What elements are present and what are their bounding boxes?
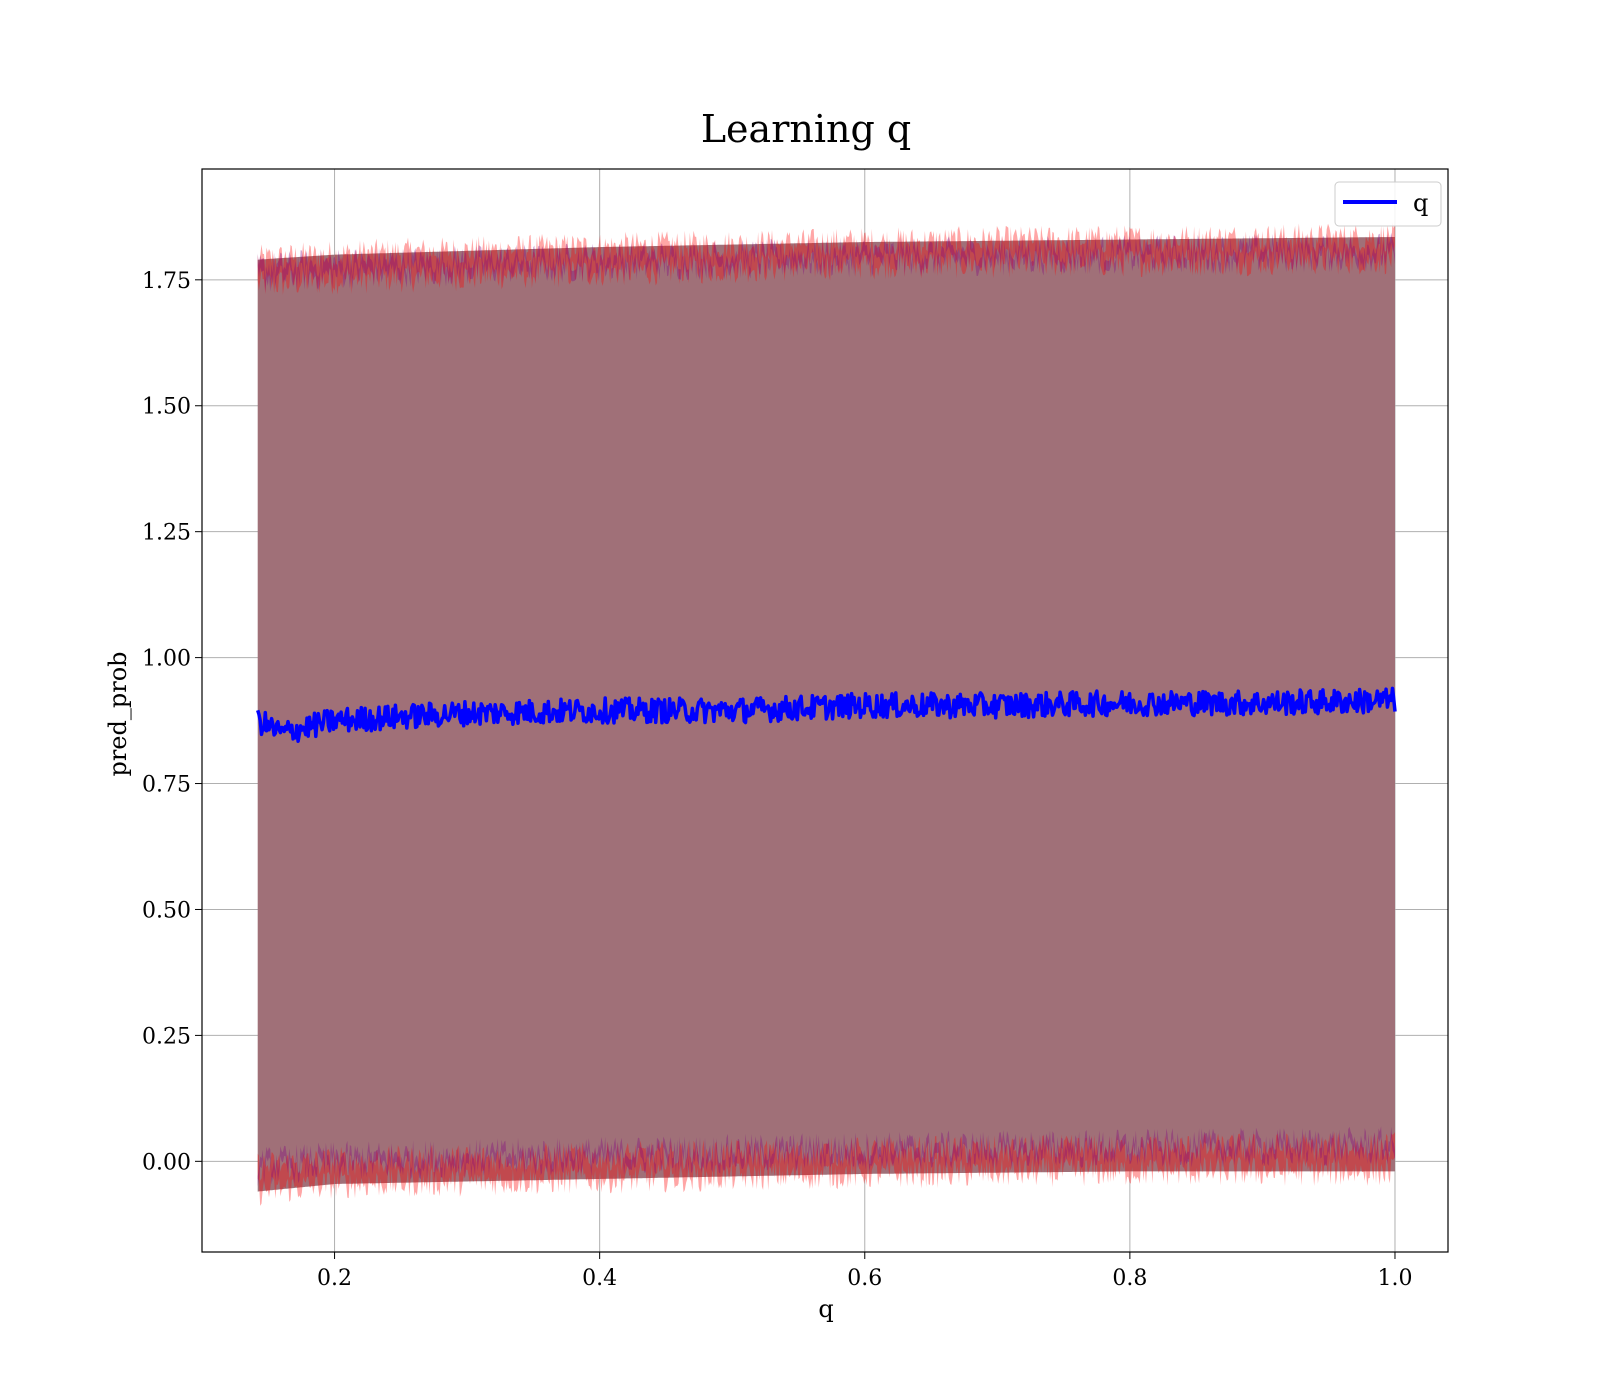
- y-tick-label-0.25: 0.25: [142, 1024, 191, 1049]
- band-upper-inner: [257, 232, 1396, 293]
- x-tick-label-1.0: 1.0: [1377, 1266, 1412, 1291]
- legend-entry-q: q: [1413, 189, 1428, 217]
- band-lower-inner: [257, 1126, 1396, 1187]
- x-axis-label: q: [818, 1295, 833, 1323]
- x-tick-label-0.8: 0.8: [1112, 1266, 1147, 1291]
- y-tick-label-0.75: 0.75: [142, 773, 191, 798]
- y-tick-label-1.25: 1.25: [142, 521, 191, 546]
- chart-title: Learning q: [701, 107, 911, 151]
- legend: q: [1334, 181, 1442, 227]
- y-tick-label-1.00: 1.00: [142, 647, 191, 672]
- axes-frame: [201, 168, 1449, 1253]
- x-tick-label-0.4: 0.4: [582, 1266, 617, 1291]
- band-lower-outer: [257, 1131, 1396, 1206]
- y-tick-label-0.00: 0.00: [142, 1150, 191, 1175]
- x-tick-label-0.2: 0.2: [317, 1266, 352, 1291]
- series-line-q: [256, 686, 1397, 743]
- y-tick-label-1.75: 1.75: [142, 269, 191, 294]
- y-tick-label-0.50: 0.50: [142, 898, 191, 923]
- band-upper-outer: [257, 222, 1396, 295]
- x-tick-label-0.6: 0.6: [847, 1266, 882, 1291]
- y-axis-label: pred_prob: [104, 651, 132, 776]
- plot-area: 0.2 0.4 0.6 0.8 1.0 0.00 0.25 0.50 0.75 1.00 1.25 1…: [142, 168, 1449, 1291]
- y-tick-label-1.50: 1.50: [142, 395, 191, 420]
